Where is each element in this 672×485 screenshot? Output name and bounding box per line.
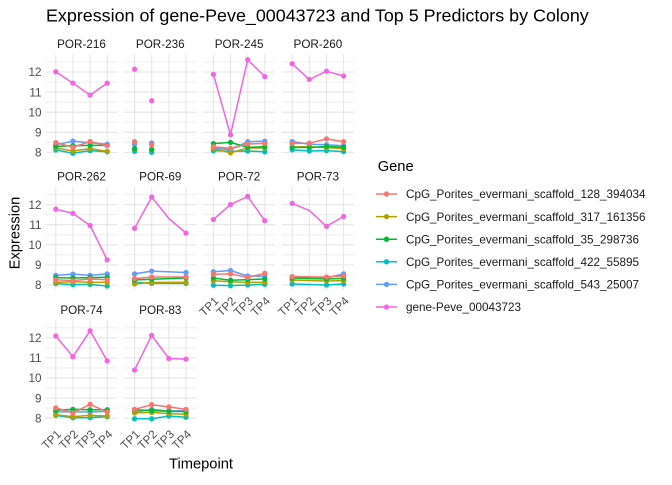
svg-text:POR-216: POR-216: [57, 38, 106, 51]
svg-text:9: 9: [35, 392, 42, 405]
svg-text:POR-73: POR-73: [297, 171, 339, 184]
svg-text:POR-69: POR-69: [139, 171, 181, 184]
svg-text:POR-245: POR-245: [215, 38, 264, 51]
svg-text:8: 8: [35, 147, 42, 160]
svg-text:12: 12: [28, 199, 41, 212]
svg-text:Gene: Gene: [378, 159, 414, 175]
svg-text:12: 12: [28, 66, 41, 79]
svg-text:10: 10: [28, 372, 42, 385]
svg-text:CpG_Porites_evermani_scaffold_: CpG_Porites_evermani_scaffold_35_298736: [406, 233, 639, 246]
svg-text:POR-74: POR-74: [60, 304, 103, 317]
svg-text:POR-260: POR-260: [294, 38, 343, 51]
svg-text:10: 10: [28, 239, 42, 252]
svg-text:Expression: Expression: [8, 197, 24, 270]
svg-text:9: 9: [35, 259, 42, 272]
svg-text:CpG_Porites_evermani_scaffold_: CpG_Porites_evermani_scaffold_128_394034: [406, 188, 646, 201]
svg-text:9: 9: [35, 127, 42, 140]
svg-text:11: 11: [29, 219, 41, 232]
svg-text:POR-262: POR-262: [57, 171, 106, 184]
svg-text:POR-83: POR-83: [139, 304, 181, 317]
svg-text:10: 10: [28, 106, 42, 119]
svg-text:CpG_Porites_evermani_scaffold_: CpG_Porites_evermani_scaffold_543_25007: [406, 279, 639, 292]
svg-text:8: 8: [35, 279, 42, 292]
svg-text:8: 8: [35, 412, 42, 425]
svg-text:12: 12: [28, 332, 41, 345]
svg-text:gene-Peve_00043723: gene-Peve_00043723: [406, 301, 521, 314]
svg-text:POR-72: POR-72: [218, 171, 260, 184]
svg-text:Expression of gene-Peve_000437: Expression of gene-Peve_00043723 and Top…: [46, 6, 589, 27]
svg-text:11: 11: [29, 352, 41, 365]
svg-text:CpG_Porites_evermani_scaffold_: CpG_Porites_evermani_scaffold_422_55895: [406, 256, 640, 269]
svg-text:Timepoint: Timepoint: [169, 457, 233, 473]
svg-text:11: 11: [29, 86, 41, 99]
svg-text:CpG_Porites_evermani_scaffold_: CpG_Porites_evermani_scaffold_317_161356: [406, 211, 646, 224]
svg-text:POR-236: POR-236: [136, 38, 185, 51]
